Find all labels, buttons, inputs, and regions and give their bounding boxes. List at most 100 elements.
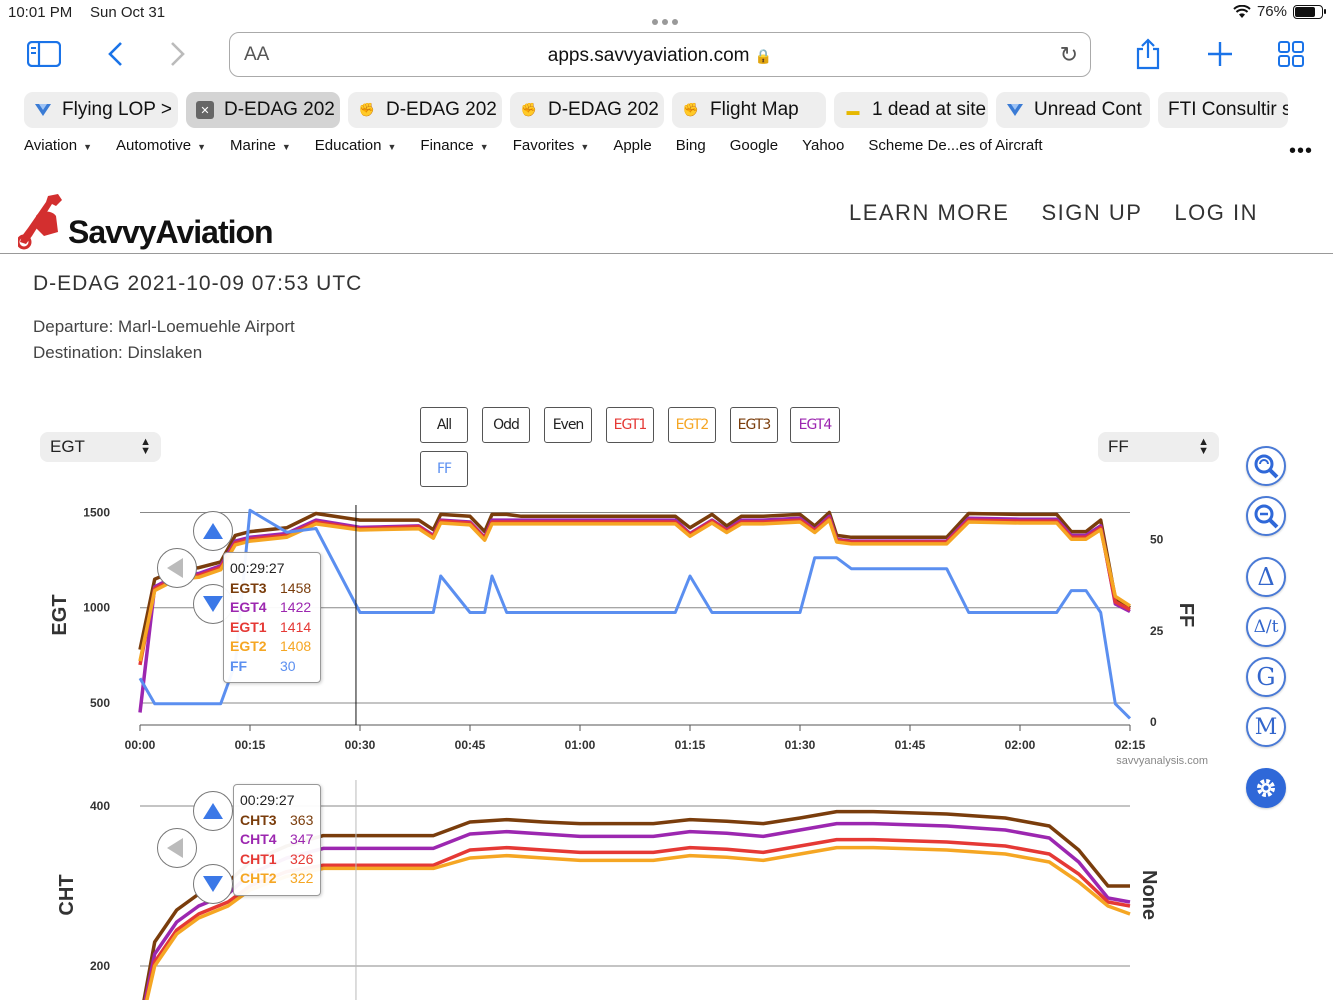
y-tick-label: 1500 xyxy=(83,506,110,520)
egt-tooltip: 00:29:27 EGT3 1458 EGT4 1422 EGT1 1414 EGT2 140… xyxy=(223,552,321,683)
bookmark-apple[interactable]: Apple xyxy=(613,137,652,154)
y2-axis-title: FF xyxy=(1175,603,1197,627)
tooltip-series-name: EGT4 xyxy=(230,599,267,615)
chevron-down-icon: ▼ xyxy=(281,142,291,152)
bookmark-favorites[interactable]: Favorites ▼ xyxy=(512,137,590,154)
egt-scroll-up-button[interactable] xyxy=(193,511,233,551)
filter-even-button[interactable]: Even xyxy=(544,407,592,443)
series-line-egt4 xyxy=(138,514,1131,713)
right-axis-value: FF xyxy=(1108,437,1129,456)
back-icon[interactable] xyxy=(97,38,133,70)
gami-icon[interactable]: G xyxy=(1246,657,1286,697)
savvy-icon: ✊ xyxy=(358,102,376,117)
tooltip-row-ff: FF 30 xyxy=(230,657,314,677)
nav-learn-more[interactable]: LEARN MORE xyxy=(848,200,1010,225)
tab-6[interactable]: Unread Cont xyxy=(996,92,1150,128)
y2-axis-title: None xyxy=(1138,870,1160,920)
savvy-icon: ✊ xyxy=(682,102,700,117)
tooltip-series-value: 1408 xyxy=(280,638,312,654)
new-tab-icon[interactable] xyxy=(1202,38,1238,70)
left-axis-select[interactable]: EGT ▲ ▼ xyxy=(40,432,161,462)
egt-chart[interactable]: 500 1000 1500 0 25 50 00:00 00:15 00:30 00:45 01:0… xyxy=(0,490,1333,770)
filter-egt2-button[interactable]: EGT2 xyxy=(668,407,716,443)
multitasking-dots-icon[interactable] xyxy=(652,12,682,25)
tooltip-series-value: 30 xyxy=(280,657,296,674)
watermark-text: savvyanalysis.com xyxy=(1116,755,1208,767)
tab-label: D-EDAG 202 xyxy=(548,99,659,120)
share-icon[interactable] xyxy=(1130,38,1166,70)
x-tick-label: 02:15 xyxy=(1115,738,1146,752)
cht-scroll-left-button[interactable] xyxy=(157,828,197,868)
y-tick-label: 200 xyxy=(90,959,110,973)
nav-sign-up[interactable]: SIGN UP xyxy=(1041,200,1143,225)
y-tick-label: 500 xyxy=(90,696,110,710)
reader-text-size-button[interactable]: AA xyxy=(244,44,270,65)
egt-scroll-left-button[interactable] xyxy=(157,548,197,588)
tab-2[interactable]: ✊ D-EDAG 202 xyxy=(348,92,502,128)
bookmark-automotive[interactable]: Automotive ▼ xyxy=(116,137,206,154)
manifold-icon[interactable]: M xyxy=(1246,707,1286,747)
tooltip-series-value: 363 xyxy=(290,811,314,828)
right-axis-select[interactable]: FF ▲ ▼ xyxy=(1098,432,1219,462)
status-date: Sun Oct 31 xyxy=(90,4,166,21)
sidebar-icon[interactable] xyxy=(26,38,62,70)
nav-log-in[interactable]: LOG IN xyxy=(1174,200,1258,225)
more-bookmarks-button[interactable]: ••• xyxy=(1288,140,1313,162)
address-bar[interactable]: AA apps.savvyaviation.com 🔒 ↻ xyxy=(229,32,1091,77)
tab-1[interactable]: ✕ D-EDAG 202 xyxy=(186,92,340,128)
filter-egt1-button[interactable]: EGT1 xyxy=(606,407,654,443)
savvy-logo[interactable]: SavvyAviation xyxy=(18,192,288,254)
bookmark-bing[interactable]: Bing xyxy=(675,137,706,154)
flag-icon xyxy=(34,101,52,119)
filter-odd-button[interactable]: Odd xyxy=(482,407,530,443)
cht-scroll-down-button[interactable] xyxy=(193,864,233,904)
bookmark-scheme-de-es-of-aircraft[interactable]: Scheme De...es of Aircraft xyxy=(868,137,1043,154)
zoom-reset-icon[interactable] xyxy=(1246,446,1286,486)
bookmark-marine[interactable]: Marine ▼ xyxy=(229,137,291,154)
close-icon[interactable]: ✕ xyxy=(196,101,214,119)
cht-tooltip: 00:29:27 CHT3 363 CHT4 347 CHT1 326 CHT2 322 xyxy=(233,784,321,896)
x-tick-label: 02:00 xyxy=(1005,738,1036,752)
site-header: SavvyAviation LEARN MORE SIGN UP LOG IN xyxy=(0,180,1333,254)
y2-tick-label: 0 xyxy=(1150,715,1157,729)
bookmark-yahoo[interactable]: Yahoo xyxy=(802,137,845,154)
filter-egt3-button[interactable]: EGT3 xyxy=(730,407,778,443)
filter-egt4-button[interactable]: EGT4 xyxy=(790,407,840,443)
bookmark-finance[interactable]: Finance ▼ xyxy=(420,137,489,154)
tab-5[interactable]: ▬ 1 dead at site xyxy=(834,92,988,128)
tab-4[interactable]: ✊ Flight Map xyxy=(672,92,826,128)
delta-per-time-icon[interactable]: Δ/t xyxy=(1246,607,1286,647)
tab-overview-icon[interactable] xyxy=(1273,38,1309,70)
tab-3[interactable]: ✊ D-EDAG 202 xyxy=(510,92,664,128)
series-line-egt2 xyxy=(138,518,1131,662)
left-axis-value: EGT xyxy=(50,437,85,456)
status-bar: 10:01 PM Sun Oct 31 76% xyxy=(0,0,1333,28)
x-tick-label: 00:45 xyxy=(455,738,486,752)
forward-icon[interactable] xyxy=(160,38,196,70)
y-tick-label: 400 xyxy=(90,799,110,813)
filter-ff-button[interactable]: FF xyxy=(420,451,468,487)
bookmark-education[interactable]: Education ▼ xyxy=(314,137,397,154)
tab-label: Flight Map xyxy=(710,99,799,120)
tooltip-series-name: EGT1 xyxy=(230,618,267,635)
series-line-egt1 xyxy=(138,516,1131,666)
filter-all-button[interactable]: All xyxy=(420,407,468,443)
bookmark-aviation[interactable]: Aviation ▼ xyxy=(24,137,93,154)
cht-scroll-up-button[interactable] xyxy=(193,791,233,831)
bookmark-google[interactable]: Google xyxy=(729,137,779,154)
reload-icon[interactable]: ↻ xyxy=(1059,42,1078,67)
tooltip-row-egt4: EGT4 1422 xyxy=(230,598,314,618)
x-tick-label: 01:15 xyxy=(675,738,706,752)
chevron-down-icon: ▼ xyxy=(580,142,590,152)
battery-icon xyxy=(1293,4,1326,19)
tooltip-series-value: 347 xyxy=(290,831,314,847)
settings-gear-icon[interactable] xyxy=(1246,768,1286,808)
tab-0[interactable]: Flying LOP > xyxy=(24,92,178,128)
zoom-out-icon[interactable] xyxy=(1246,496,1286,536)
destination-text: Destination: Dinslaken xyxy=(33,343,203,362)
tooltip-time: 00:29:27 xyxy=(240,792,295,808)
delta-icon[interactable]: Δ xyxy=(1246,557,1286,597)
x-tick-label: 01:00 xyxy=(565,738,596,752)
tab-7[interactable]: FTI Consultir s xyxy=(1158,92,1288,128)
battery-percent: 76% xyxy=(1256,3,1287,20)
